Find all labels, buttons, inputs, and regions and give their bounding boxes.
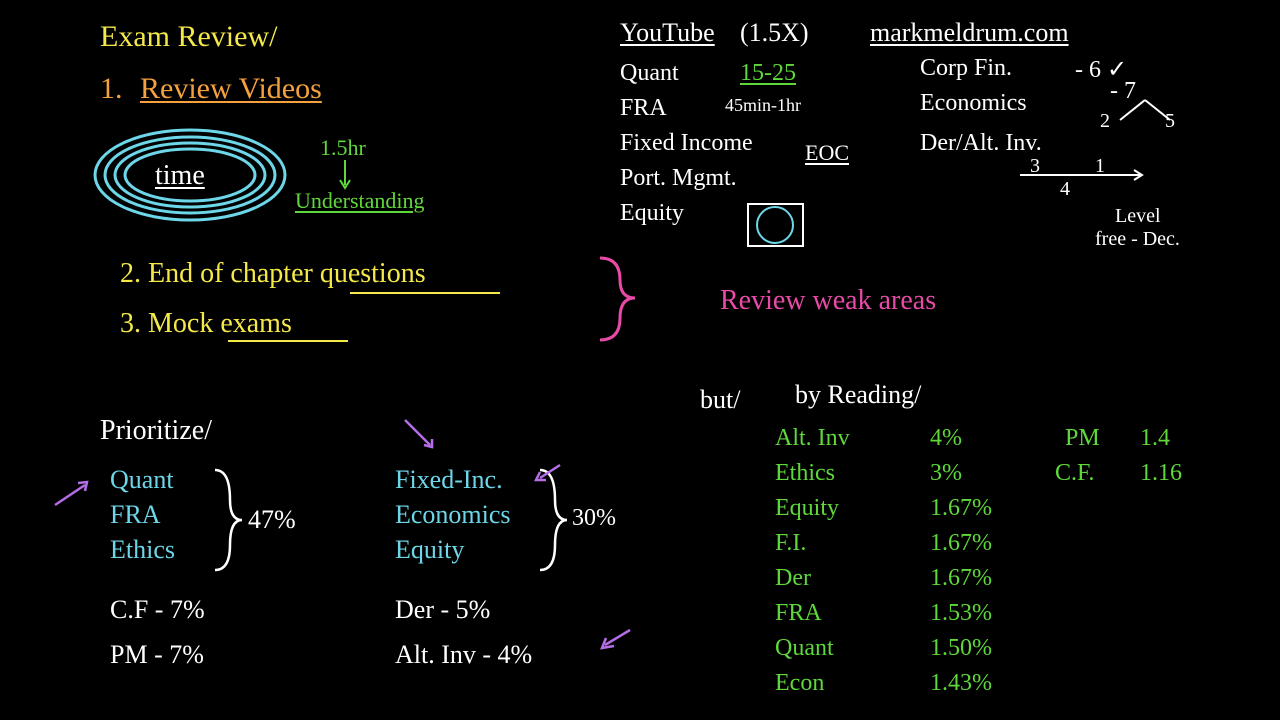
read-4-t: Der [775,565,811,592]
step3: 3. Mock exams [120,308,292,340]
read-3-p: 1.67% [930,530,992,557]
read-2-t: Equity [775,495,839,522]
topic-quant-range: 15-25 [740,60,796,87]
topic-eoc: EOC [805,140,849,166]
youtube-label: YouTube [620,18,715,48]
read-7-p: 1.43% [930,670,992,697]
step1-label: Review Videos [140,72,322,106]
topic-der-c: 4 [1060,178,1070,201]
read-7-t: Econ [775,670,824,697]
review-weak: Review weak areas [720,285,936,317]
side-0-p: 1.4 [1140,425,1170,452]
topic-cf: Corp Fin. [920,55,1012,82]
read-5-p: 1.53% [930,600,992,627]
pri-g1-1: FRA [110,500,161,530]
pri-g1-2: Ethics [110,535,175,565]
topic-fra-time: 45min-1hr [725,95,801,116]
read-1-p: 3% [930,460,962,487]
topic-der: Der/Alt. Inv. [920,130,1042,157]
but: but/ [700,385,740,415]
read-2-p: 1.67% [930,495,992,522]
youtube-speed: (1.5X) [740,18,809,48]
step2: 2. End of chapter questions [120,258,426,290]
time-bubble: time [155,160,205,192]
pri-alt: Alt. Inv - 4% [395,640,532,670]
pri-der: Der - 5% [395,595,490,625]
read-4-p: 1.67% [930,565,992,592]
topic-econ-b: 5 [1165,110,1175,133]
topic-econ-n: - 7 [1110,78,1136,105]
side-1-t: C.F. [1055,460,1094,487]
read-6-t: Quant [775,635,834,662]
pri-g2-2: Equity [395,535,464,565]
side-0-t: PM [1065,425,1100,452]
read-5-t: FRA [775,600,822,627]
read-0-t: Alt. Inv [775,425,850,452]
level-1: Level [1115,205,1161,228]
title: Exam Review/ [100,20,277,54]
pri-cf: C.F - 7% [110,595,205,625]
topic-der-b: 1 [1095,155,1105,178]
website: markmeldrum.com [870,18,1069,48]
time-understanding: Understanding [295,188,425,214]
pri-pm: PM - 7% [110,640,204,670]
prioritize-header: Prioritize/ [100,415,212,447]
topic-quant: Quant [620,60,679,87]
read-3-t: F.I. [775,530,806,557]
read-0-p: 4% [930,425,962,452]
read-1-t: Ethics [775,460,835,487]
topic-fra: FRA [620,95,667,122]
topic-eq: Equity [620,200,684,227]
step2-underline [350,292,500,294]
pri-g2-0: Fixed-Inc. [395,465,503,495]
topic-pm: Port. Mgmt. [620,165,737,192]
time-hr: 1.5hr [320,135,366,161]
pri-g2-pct: 30% [572,505,616,532]
topic-econ-a: 2 [1100,110,1110,133]
pri-g1-pct: 47% [248,505,296,535]
step1-num: 1. [100,72,123,106]
topic-econ: Economics [920,90,1027,117]
by-reading-header: by Reading/ [795,380,921,410]
topic-der-a: 3 [1030,155,1040,178]
pri-g1-0: Quant [110,465,174,495]
topic-fi: Fixed Income [620,130,753,157]
step3-underline [228,340,348,342]
level-2: free - Dec. [1095,228,1180,251]
read-6-p: 1.50% [930,635,992,662]
pri-g2-1: Economics [395,500,511,530]
side-1-p: 1.16 [1140,460,1182,487]
